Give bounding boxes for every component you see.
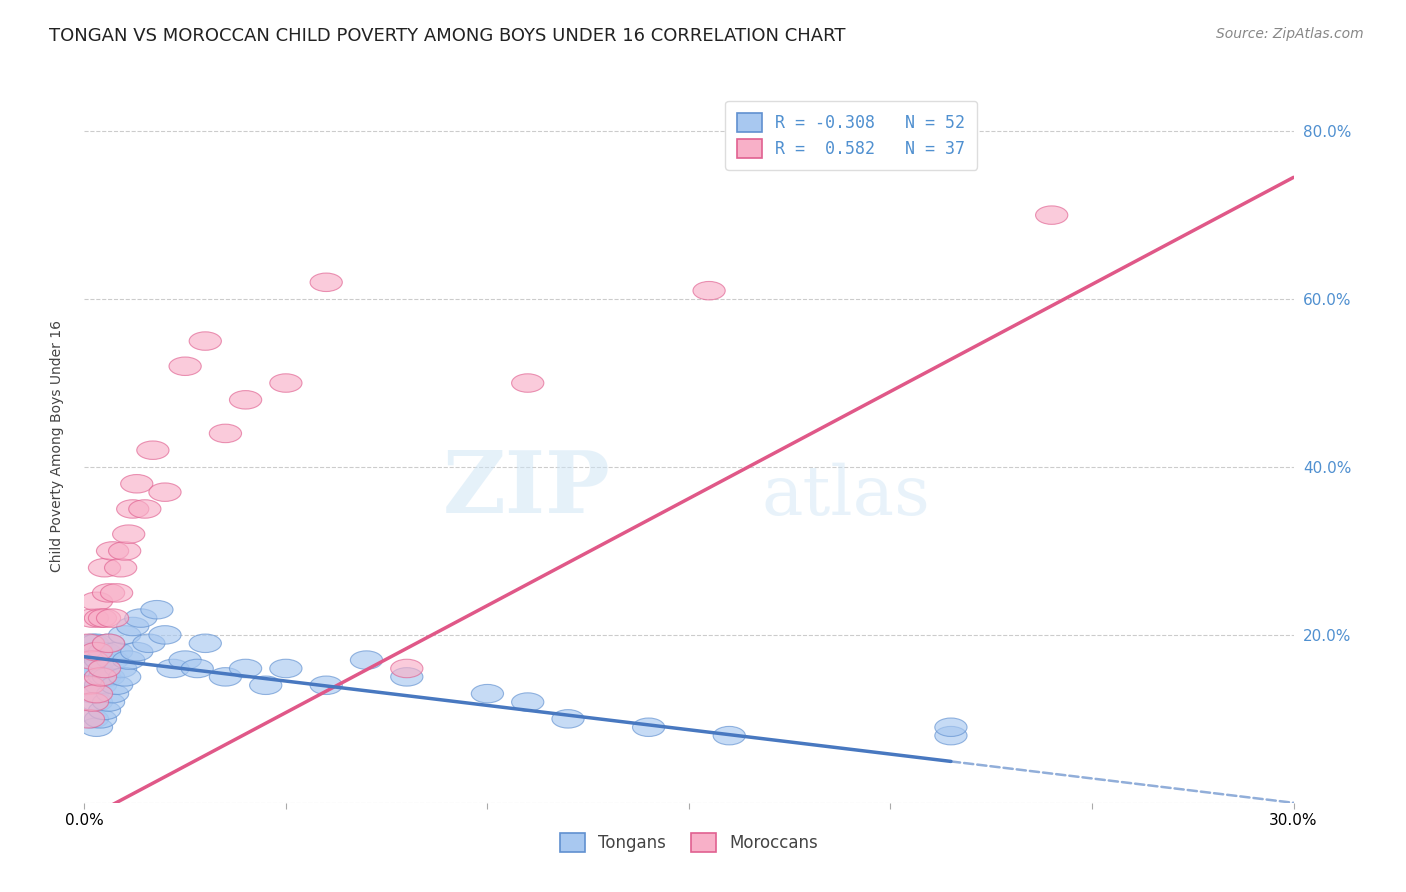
Ellipse shape (100, 583, 132, 602)
Ellipse shape (97, 609, 129, 627)
Ellipse shape (72, 642, 104, 661)
Ellipse shape (391, 659, 423, 678)
Ellipse shape (136, 441, 169, 459)
Ellipse shape (112, 524, 145, 543)
Ellipse shape (80, 659, 112, 678)
Ellipse shape (89, 667, 121, 686)
Ellipse shape (141, 600, 173, 619)
Ellipse shape (117, 617, 149, 636)
Ellipse shape (80, 693, 112, 711)
Ellipse shape (76, 609, 108, 627)
Ellipse shape (125, 609, 157, 627)
Ellipse shape (169, 357, 201, 376)
Ellipse shape (72, 676, 104, 695)
Ellipse shape (80, 634, 112, 653)
Ellipse shape (80, 642, 112, 661)
Ellipse shape (89, 659, 121, 678)
Ellipse shape (209, 425, 242, 442)
Ellipse shape (80, 592, 112, 610)
Ellipse shape (93, 583, 125, 602)
Legend: Tongans, Moroccans: Tongans, Moroccans (553, 826, 825, 859)
Ellipse shape (553, 710, 583, 728)
Ellipse shape (311, 273, 342, 292)
Ellipse shape (72, 634, 104, 653)
Ellipse shape (121, 475, 153, 493)
Ellipse shape (229, 659, 262, 678)
Ellipse shape (270, 659, 302, 678)
Ellipse shape (935, 718, 967, 737)
Ellipse shape (129, 500, 160, 518)
Ellipse shape (76, 710, 108, 728)
Ellipse shape (76, 659, 108, 678)
Ellipse shape (80, 718, 112, 737)
Ellipse shape (84, 676, 117, 695)
Ellipse shape (76, 634, 108, 653)
Ellipse shape (93, 634, 125, 653)
Ellipse shape (149, 625, 181, 644)
Ellipse shape (121, 642, 153, 661)
Ellipse shape (391, 667, 423, 686)
Ellipse shape (229, 391, 262, 409)
Ellipse shape (112, 651, 145, 669)
Text: ZIP: ZIP (443, 447, 610, 531)
Ellipse shape (181, 659, 214, 678)
Ellipse shape (190, 332, 221, 351)
Ellipse shape (311, 676, 342, 695)
Ellipse shape (149, 483, 181, 501)
Ellipse shape (84, 667, 117, 686)
Ellipse shape (250, 676, 281, 695)
Ellipse shape (1036, 206, 1067, 225)
Ellipse shape (84, 710, 117, 728)
Ellipse shape (157, 659, 190, 678)
Ellipse shape (633, 718, 665, 737)
Text: atlas: atlas (762, 463, 931, 529)
Ellipse shape (76, 684, 108, 703)
Ellipse shape (76, 693, 108, 711)
Ellipse shape (72, 676, 104, 695)
Ellipse shape (935, 726, 967, 745)
Ellipse shape (80, 684, 112, 703)
Ellipse shape (93, 667, 125, 686)
Ellipse shape (93, 634, 125, 653)
Ellipse shape (169, 651, 201, 669)
Ellipse shape (84, 651, 117, 669)
Ellipse shape (97, 541, 129, 560)
Ellipse shape (209, 667, 242, 686)
Ellipse shape (512, 374, 544, 392)
Ellipse shape (350, 651, 382, 669)
Ellipse shape (89, 701, 121, 720)
Ellipse shape (72, 659, 104, 678)
Ellipse shape (104, 558, 136, 577)
Ellipse shape (89, 609, 121, 627)
Ellipse shape (108, 667, 141, 686)
Ellipse shape (190, 634, 221, 653)
Ellipse shape (97, 651, 129, 669)
Ellipse shape (108, 541, 141, 560)
Ellipse shape (100, 676, 132, 695)
Ellipse shape (89, 558, 121, 577)
Ellipse shape (108, 625, 141, 644)
Ellipse shape (270, 374, 302, 392)
Ellipse shape (713, 726, 745, 745)
Ellipse shape (512, 693, 544, 711)
Y-axis label: Child Poverty Among Boys Under 16: Child Poverty Among Boys Under 16 (49, 320, 63, 572)
Ellipse shape (93, 693, 125, 711)
Ellipse shape (97, 684, 129, 703)
Ellipse shape (100, 642, 132, 661)
Ellipse shape (76, 651, 108, 669)
Ellipse shape (693, 282, 725, 300)
Ellipse shape (89, 642, 121, 661)
Ellipse shape (72, 710, 104, 728)
Ellipse shape (117, 500, 149, 518)
Ellipse shape (84, 609, 117, 627)
Text: TONGAN VS MOROCCAN CHILD POVERTY AMONG BOYS UNDER 16 CORRELATION CHART: TONGAN VS MOROCCAN CHILD POVERTY AMONG B… (49, 27, 846, 45)
Ellipse shape (471, 684, 503, 703)
Ellipse shape (132, 634, 165, 653)
Text: Source: ZipAtlas.com: Source: ZipAtlas.com (1216, 27, 1364, 41)
Ellipse shape (104, 659, 136, 678)
